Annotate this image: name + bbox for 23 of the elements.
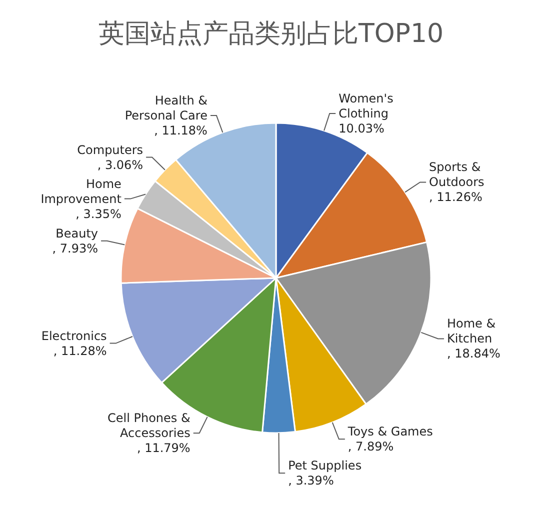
slice-label: Electronics: [41, 328, 107, 343]
slice-label: Home & Kitchen: [446, 316, 496, 346]
data-label: , 18.84%: [446, 346, 500, 361]
slice-label: Women's Clothing: [338, 92, 394, 121]
slice-label: Cell Phones & Accessories: [108, 411, 190, 440]
chart-title: 英国站点产品类别占比TOP10: [98, 19, 444, 49]
slice-label: Pet Supplies: [288, 458, 362, 473]
slice-label: Beauty: [56, 226, 98, 240]
data-label: , 7.89%: [348, 440, 394, 454]
data-label: , 11.79%: [136, 441, 190, 456]
data-label: , 3.39%: [288, 474, 334, 488]
slice-label: Home Improvement: [40, 176, 122, 206]
data-label: , 11.26%: [429, 190, 482, 204]
data-label: , 3.35%: [76, 206, 122, 221]
slice-label: Toys & Games: [346, 424, 433, 439]
data-label: , 7.93%: [52, 241, 98, 256]
slice-label: Computers: [77, 142, 144, 157]
slice-label: Sports & Outdoors: [429, 160, 484, 190]
slice-label: Health & Personal Care: [124, 94, 208, 123]
data-label: , 11.28%: [53, 344, 107, 358]
data-label: , 11.18%: [154, 124, 208, 138]
data-label: , 3.06%: [97, 158, 144, 172]
data-label: 10.03%: [338, 122, 384, 136]
